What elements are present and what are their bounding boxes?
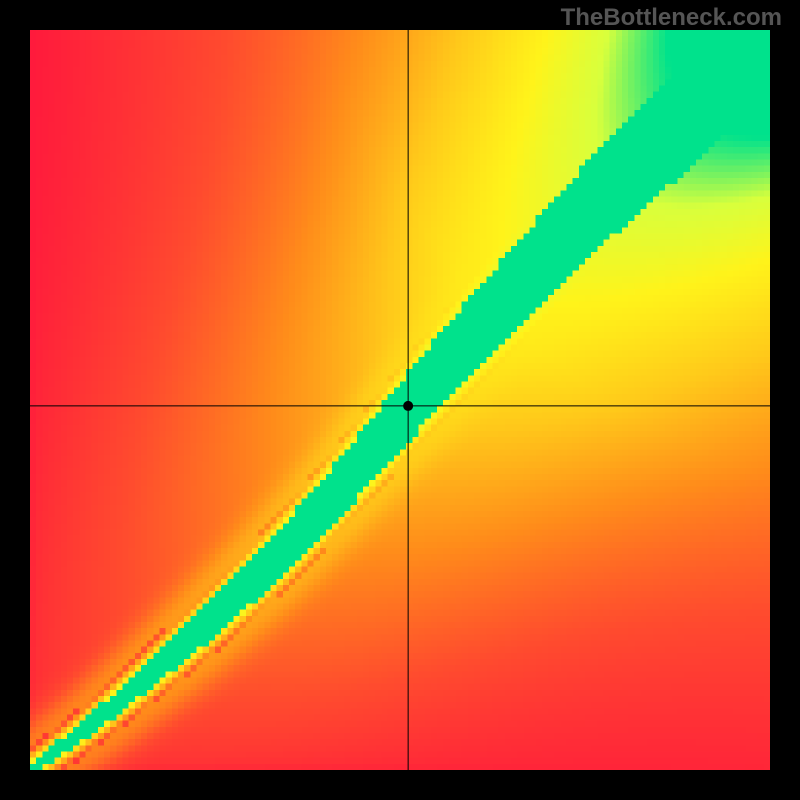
- bottleneck-heatmap: [30, 30, 770, 770]
- watermark-text: TheBottleneck.com: [561, 4, 782, 32]
- chart-container: TheBottleneck.com: [0, 0, 800, 800]
